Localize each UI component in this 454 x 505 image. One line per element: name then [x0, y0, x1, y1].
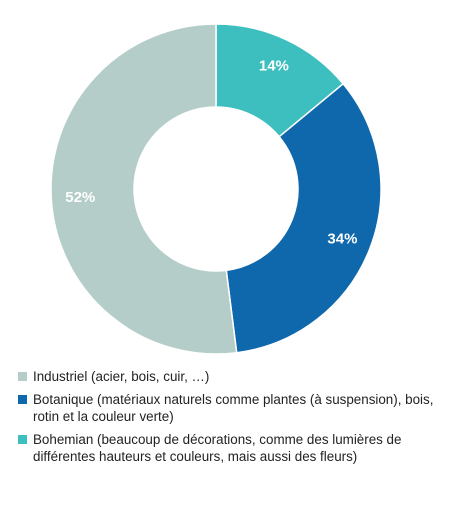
legend-item-botanique: Botanique (matériaux naturels comme plan… [18, 391, 443, 425]
legend-label-bohemian: Bohemian (beaucoup de décorations, comme… [33, 432, 402, 464]
donut-chart: 14% 34% 52% [50, 23, 382, 355]
slice-label-bohemian: 14% [259, 57, 289, 74]
slice-industriel [50, 23, 238, 355]
slice-label-industriel: 52% [65, 189, 95, 206]
legend-label-industriel: Industriel (acier, bois, cuir, …) [33, 369, 210, 384]
slice-botanique [225, 82, 382, 354]
legend-item-bohemian: Bohemian (beaucoup de décorations, comme… [18, 431, 443, 465]
legend-swatch-botanique [18, 395, 27, 404]
legend-label-botanique: Botanique (matériaux naturels comme plan… [33, 392, 434, 424]
chart-legend: Industriel (acier, bois, cuir, …) Botani… [18, 368, 443, 471]
legend-swatch-bohemian [18, 435, 27, 444]
legend-swatch-industriel [18, 372, 27, 381]
slice-label-botanique: 34% [327, 231, 357, 248]
legend-item-industriel: Industriel (acier, bois, cuir, …) [18, 368, 443, 385]
